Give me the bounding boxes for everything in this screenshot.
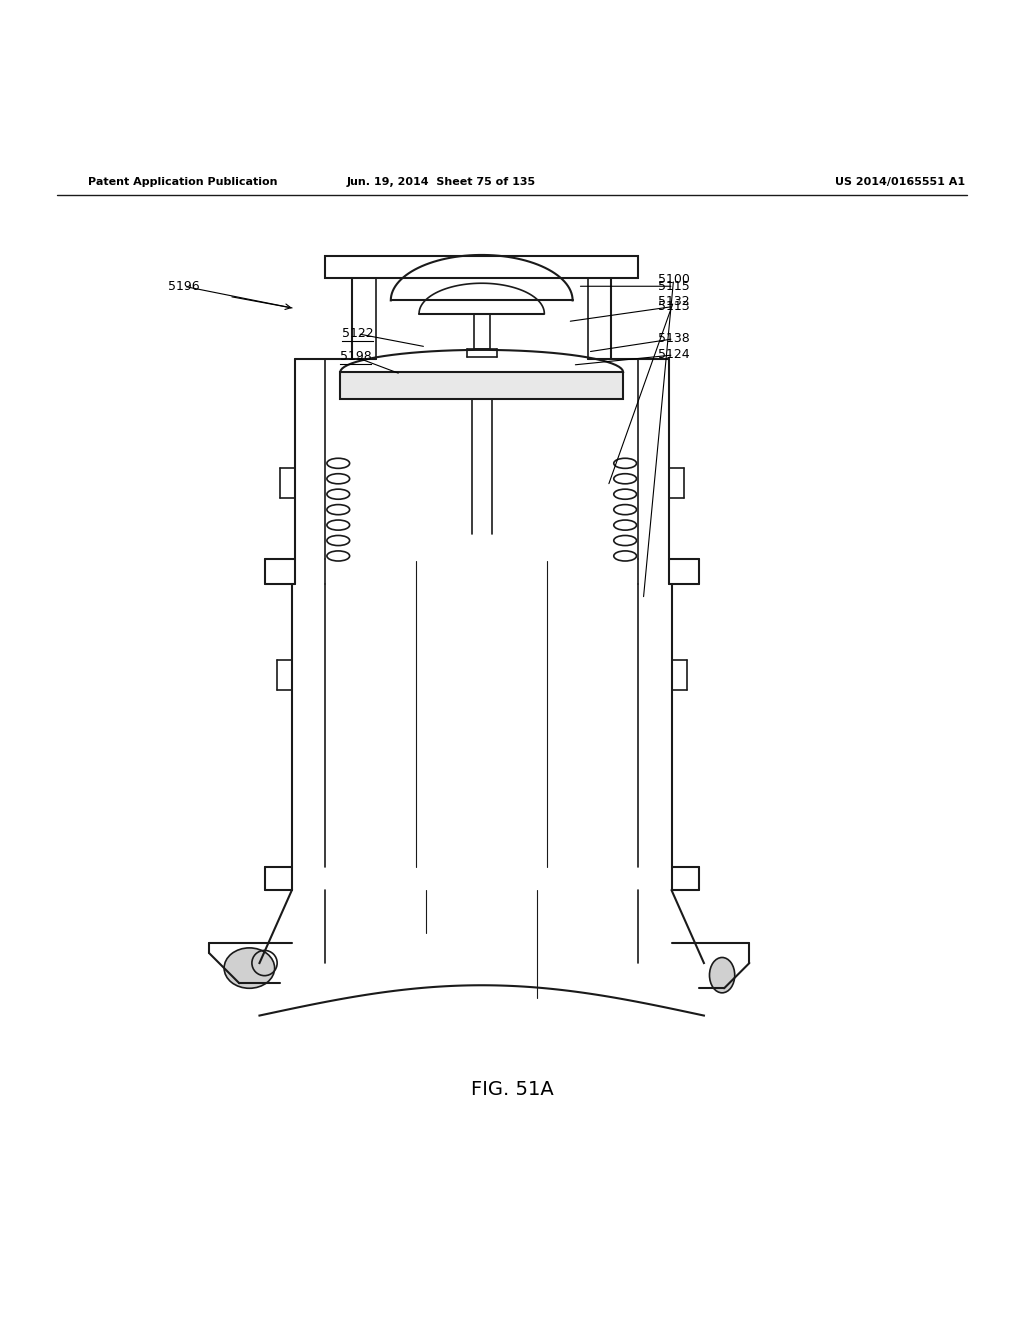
Ellipse shape	[710, 957, 735, 993]
Text: 5124: 5124	[657, 348, 689, 362]
Text: 5122: 5122	[342, 327, 374, 341]
Text: 5196: 5196	[168, 280, 200, 293]
Text: Jun. 19, 2014  Sheet 75 of 135: Jun. 19, 2014 Sheet 75 of 135	[347, 177, 536, 187]
Text: FIG. 51A: FIG. 51A	[471, 1080, 553, 1098]
Ellipse shape	[224, 948, 274, 989]
Text: 5113: 5113	[657, 300, 689, 313]
Text: 5100: 5100	[657, 273, 689, 285]
Text: 5132: 5132	[657, 294, 689, 308]
FancyBboxPatch shape	[340, 372, 624, 400]
Text: US 2014/0165551 A1: US 2014/0165551 A1	[836, 177, 966, 187]
Text: 5115: 5115	[657, 280, 689, 293]
Text: Patent Application Publication: Patent Application Publication	[88, 177, 278, 187]
Text: 5138: 5138	[657, 333, 689, 346]
Text: 5198: 5198	[340, 351, 372, 363]
